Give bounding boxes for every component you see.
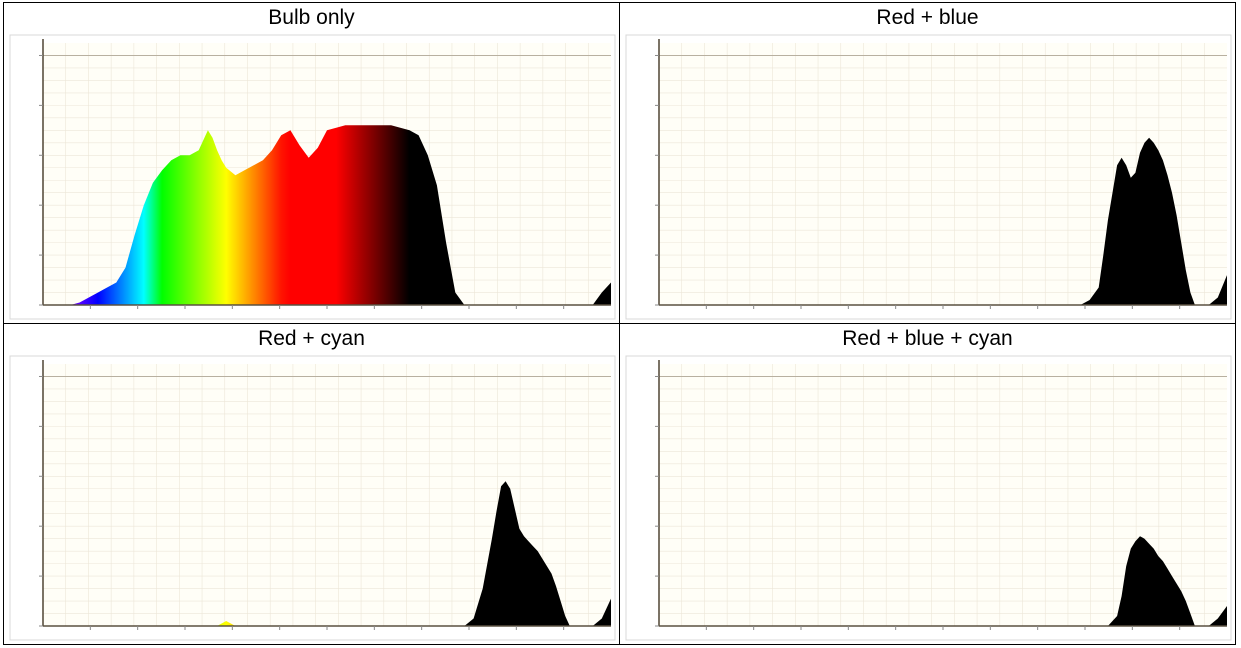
spectrum-chart (625, 34, 1232, 320)
panel-red-blue-cyan: Red + blue + cyan (619, 323, 1236, 645)
spectrum-area (43, 125, 611, 305)
spectrum-chart (9, 34, 616, 320)
spectrum-chart (9, 355, 616, 641)
panel-title: Red + blue (876, 6, 979, 29)
gridlines (659, 364, 1227, 626)
spectrum-area (43, 481, 611, 626)
panel-red-blue: Red + blue (619, 2, 1236, 324)
panel-title: Red + cyan (258, 327, 365, 350)
panel-red-cyan: Red + cyan (3, 323, 620, 645)
panel-title: Red + blue + cyan (842, 327, 1013, 350)
figure-grid: Bulb only Red + blue Red + cyan Red + bl… (3, 2, 1236, 645)
panel-bulb-only: Bulb only (3, 2, 620, 324)
panel-title: Bulb only (268, 6, 355, 29)
spectrum-chart (625, 355, 1232, 641)
spectrum-area (659, 137, 1227, 305)
spectrum-area (659, 536, 1227, 626)
